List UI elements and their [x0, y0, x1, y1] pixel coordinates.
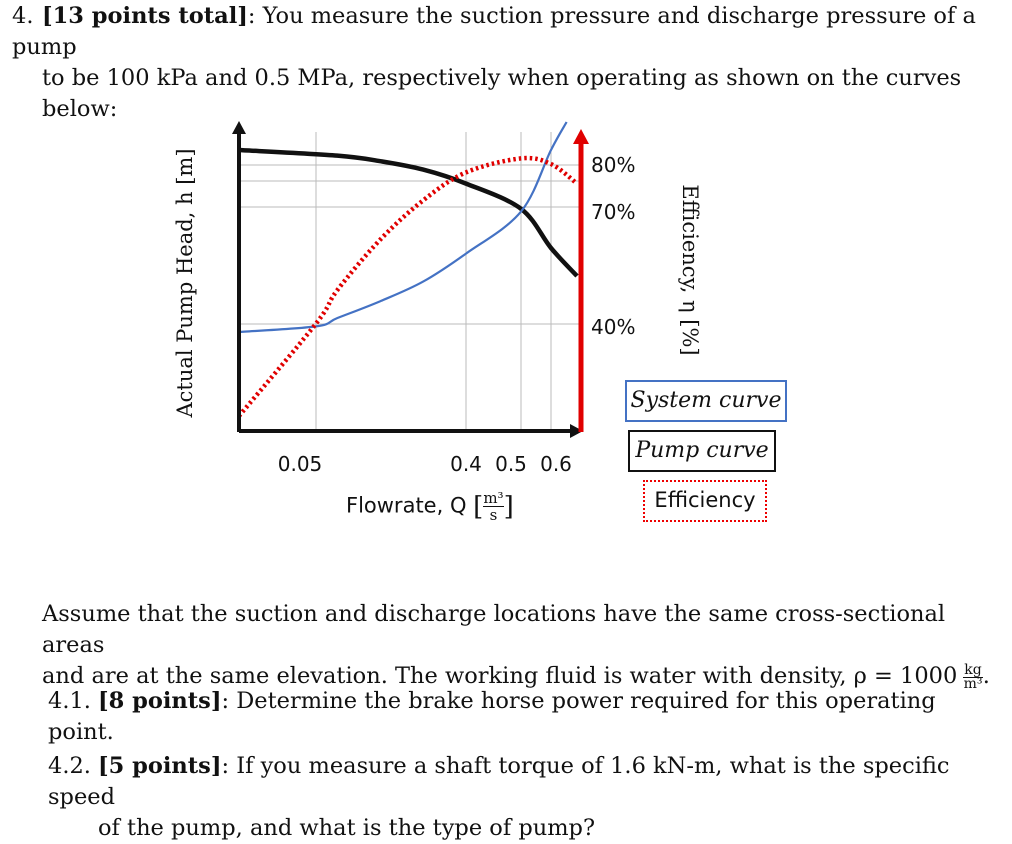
x-tick-label: 0.6 — [540, 452, 572, 476]
x-axis-unit-bracket-open: [ — [473, 491, 484, 522]
x-tick-label: 0.5 — [495, 452, 527, 476]
assumption-line2: and are at the same elevation. The worki… — [42, 663, 958, 689]
y2-tick-label: 70% — [591, 200, 635, 224]
question-intro: 4. [13 points total]: You measure the suc… — [12, 1, 1002, 125]
subquestion-number: 4.2. — [48, 753, 91, 779]
chart-axes — [232, 121, 589, 438]
system-curve — [238, 121, 568, 334]
x-tick-label: 0.4 — [450, 452, 482, 476]
x-axis-unit-den: s — [489, 506, 498, 524]
x-axis-unit-num: m³ — [483, 489, 504, 507]
subquestion-points: [5 points] — [98, 753, 222, 779]
chart-series — [237, 121, 579, 418]
y-axis-label: Actual Pump Head, h [m] — [173, 148, 197, 418]
x-axis-unit-bracket-close: ] — [503, 491, 514, 522]
question-intro-line2: to be 100 kPa and 0.5 MPa, respectively … — [42, 65, 962, 122]
x-tick-label: 0.05 — [278, 452, 323, 476]
density-unit-num: kg — [963, 661, 983, 678]
y2-tick-label: 80% — [591, 153, 635, 177]
legend-efficiency: Efficiency — [643, 480, 767, 522]
density-unit-den: m³ — [963, 675, 983, 692]
subquestion-number: 4.1. — [48, 688, 91, 714]
x-axis-arrow — [570, 424, 583, 438]
x-axis-label-text: Flowrate, Q — [346, 493, 467, 518]
question-assumption: Assume that the suction and discharge lo… — [42, 599, 1002, 692]
question-number: 4. — [12, 3, 34, 29]
efficiency-curve — [237, 155, 579, 418]
subquestion-text-line1: : If you measure a shaft torque of 1.6 k… — [48, 753, 950, 810]
question-intro-line1: : You measure the suction pressure and d… — [12, 3, 976, 60]
subquestion-points: [8 points] — [98, 688, 222, 714]
y2-tick-label: 40% — [591, 315, 635, 339]
subquestion-text: : Determine the brake horse power requir… — [48, 688, 936, 745]
assumption-line1: Assume that the suction and discharge lo… — [42, 601, 946, 658]
density-unit: kg m³ — [963, 661, 983, 692]
pump-performance-chart: 0.05 0.4 0.5 0.6 80% 70% 40% Actual Pump… — [173, 121, 702, 476]
legend-system-curve: System curve — [625, 380, 787, 422]
pump-curve — [238, 147, 579, 278]
y-axis-arrow — [232, 121, 246, 134]
subquestion-text-line2: of the pump, and what is the type of pum… — [98, 815, 596, 841]
x-axis-unit: m³ s — [483, 489, 504, 524]
subquestion-4-1: 4.1. [8 points]: Determine the brake hors… — [48, 686, 998, 748]
chart-tick-labels: 0.05 0.4 0.5 0.6 80% 70% 40% — [278, 153, 636, 476]
density-end: . — [982, 663, 990, 689]
chart-grid — [239, 132, 581, 431]
y2-axis-label: Efficiency, η [%] — [678, 184, 702, 355]
legend-pump-curve: Pump curve — [628, 430, 776, 472]
question-points: [13 points total] — [42, 3, 248, 29]
efficiency-axis-arrow — [573, 129, 589, 144]
x-axis-label: Flowrate, Q [m³ s] — [346, 490, 514, 523]
subquestion-4-2: 4.2. [5 points]: If you measure a shaft t… — [48, 751, 998, 844]
